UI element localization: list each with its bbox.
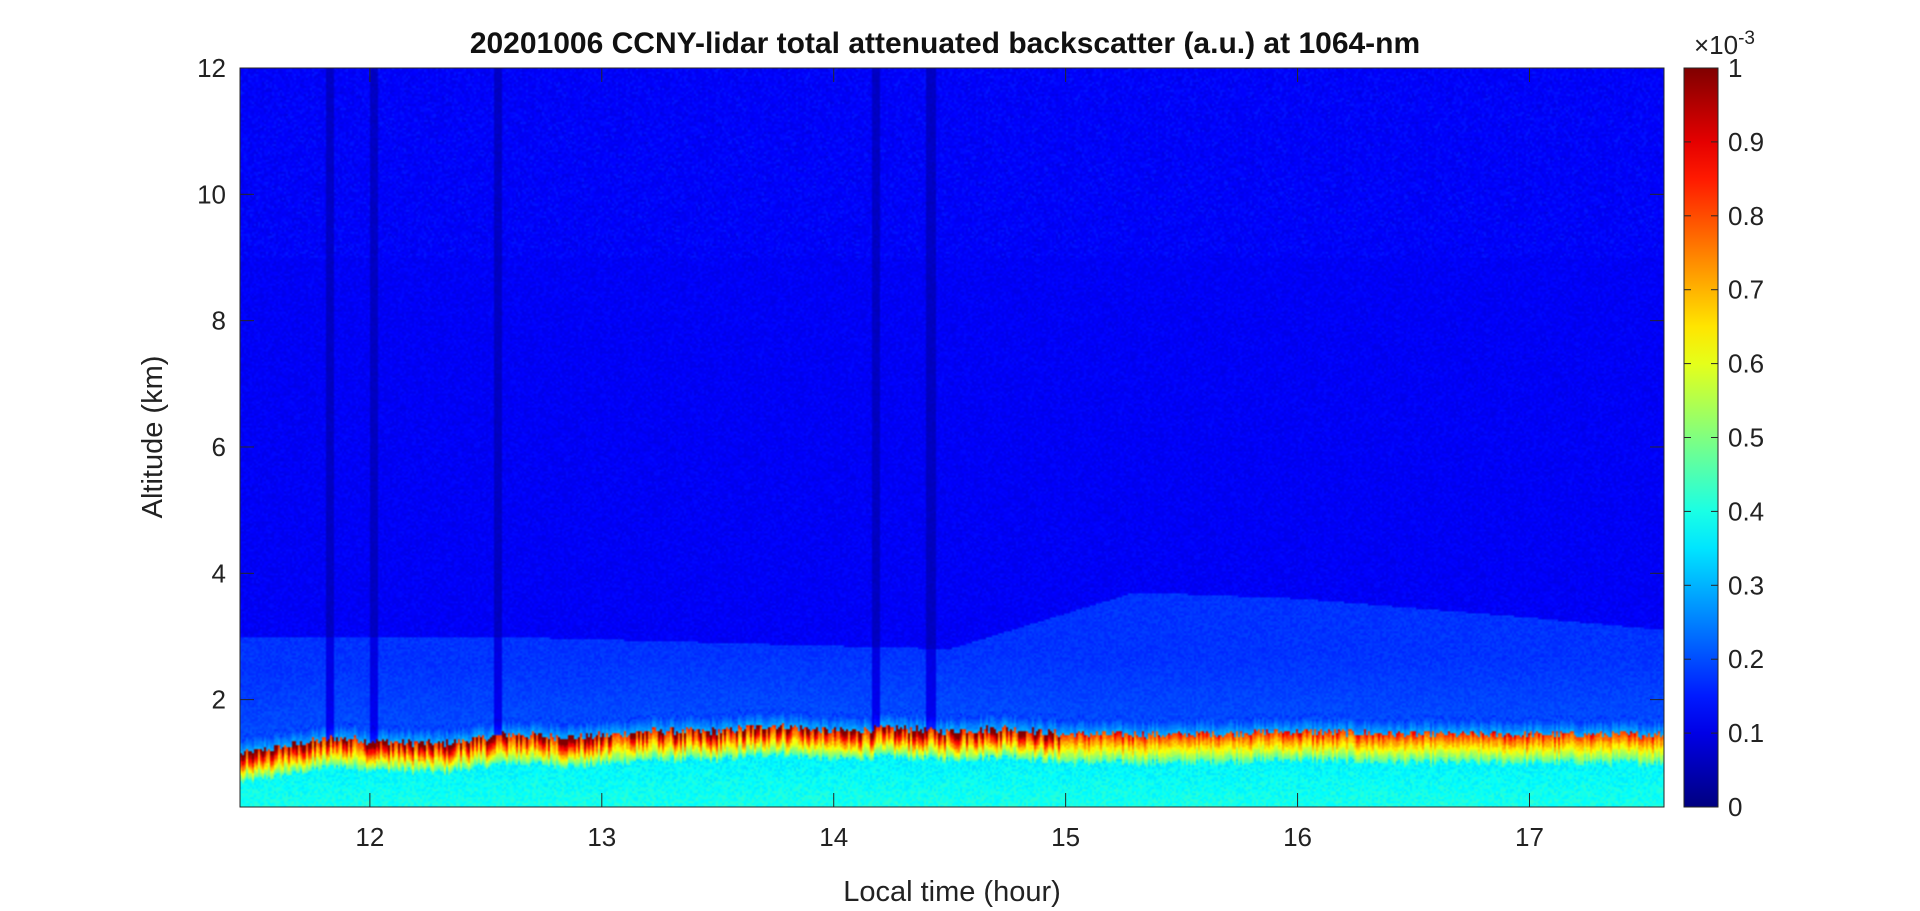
colorbar-tick-label: 0.8: [1728, 201, 1764, 231]
colorbar-tick-label: 1: [1728, 53, 1742, 83]
x-axis: 12 13 14 15 16 17: [355, 68, 1544, 852]
x-axis-label: Local time (hour): [843, 876, 1061, 908]
colorbar-tick-label: 0.1: [1728, 718, 1764, 748]
colorbar-tick-label: 0.3: [1728, 570, 1764, 600]
colorbar: 0 0.1 0.2 0.3 0.4 0.5 0.6 0.7 0.8 0.9 1 ×10-3: [1683, 28, 1764, 822]
y-tick-label: 12: [197, 53, 226, 83]
y-tick-label: 4: [212, 558, 226, 588]
colorbar-tick-label: 0.2: [1728, 644, 1764, 674]
x-tick-label: 16: [1283, 822, 1312, 852]
x-tick-label: 13: [587, 822, 616, 852]
colorbar-exponent: ×10-3: [1694, 28, 1755, 60]
heatmap-plot: [239, 67, 1665, 808]
colorbar-tick-label: 0: [1728, 792, 1742, 822]
colorbar-exponent-power: -3: [1738, 28, 1755, 49]
chart-title: 20201006 CCNY-lidar total attenuated bac…: [470, 27, 1420, 60]
colorbar-tick-label: 0.6: [1728, 349, 1764, 379]
y-tick-label: 8: [212, 306, 226, 336]
plot-frame: [239, 67, 1665, 808]
y-tick-label: 2: [212, 685, 226, 715]
y-tick-label: 6: [212, 432, 226, 462]
x-tick-label: 12: [355, 822, 384, 852]
y-axis: 2 4 6 8 10 12: [197, 53, 1664, 715]
colorbar-tick-label: 0.4: [1728, 496, 1764, 526]
colorbar-tick-label: 0.7: [1728, 275, 1764, 305]
x-tick-label: 14: [819, 822, 848, 852]
colorbar-ticks: 0 0.1 0.2 0.3 0.4 0.5 0.6 0.7 0.8 0.9 1: [1684, 53, 1764, 822]
colorbar-exponent-base: ×10: [1694, 30, 1738, 60]
heatmap-image: [240, 68, 1664, 807]
colorbar-tick-label: 0.5: [1728, 423, 1764, 453]
x-tick-label: 17: [1515, 822, 1544, 852]
y-tick-label: 10: [197, 179, 226, 209]
colorbar-tick-label: 0.9: [1728, 127, 1764, 157]
x-tick-label: 15: [1051, 822, 1080, 852]
y-axis-label: Altitude (km): [137, 356, 169, 519]
